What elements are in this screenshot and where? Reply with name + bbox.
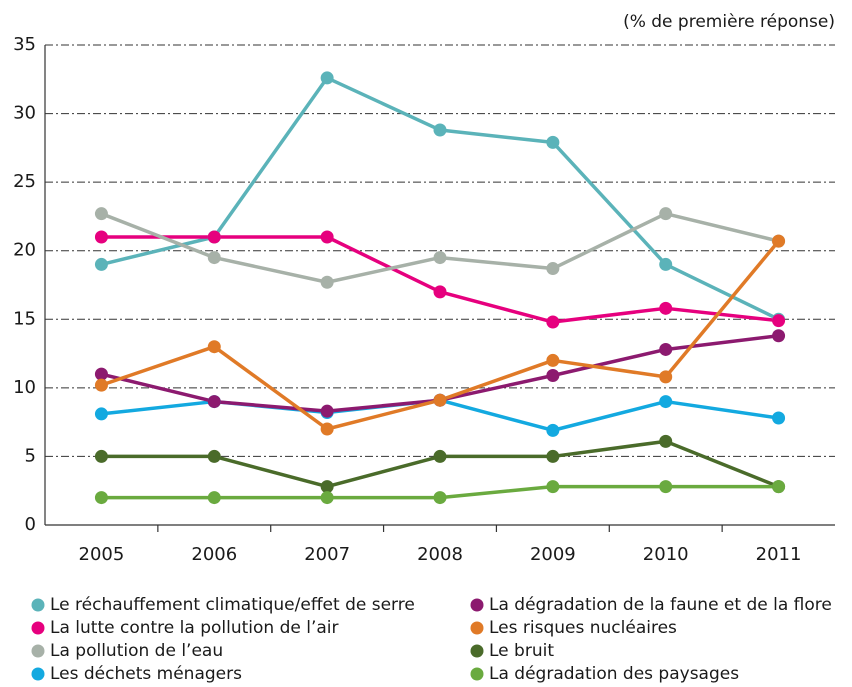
- y-tick-label: 15: [13, 308, 36, 329]
- y-tick-label: 30: [13, 103, 36, 124]
- point: [433, 449, 447, 463]
- point: [659, 207, 673, 221]
- point: [659, 370, 673, 384]
- legend-marker: [31, 667, 45, 681]
- point: [659, 395, 673, 409]
- point: [320, 230, 334, 244]
- series-line: [101, 235, 779, 324]
- point: [94, 230, 108, 244]
- series-line: [101, 439, 780, 489]
- point: [546, 262, 560, 276]
- legend-label: Le réchauffement climatique/effet de ser…: [50, 595, 415, 615]
- point: [207, 251, 221, 265]
- point: [94, 491, 108, 505]
- point: [320, 275, 334, 289]
- legend-label: La dégradation de la faune et de la flor…: [489, 595, 832, 615]
- legend-label: La pollution de l’eau: [50, 641, 223, 661]
- point: [659, 480, 673, 494]
- legend-marker: [470, 621, 484, 635]
- point: [659, 434, 673, 448]
- legend-label: La lutte contre la pollution de l’air: [50, 618, 339, 638]
- point: [772, 480, 786, 494]
- legend-marker: [31, 598, 45, 612]
- y-tick-label: 5: [25, 445, 36, 466]
- point: [207, 340, 221, 354]
- x-tick-label: 2005: [79, 544, 125, 565]
- legend-label: Les déchets ménagers: [50, 664, 242, 684]
- point: [546, 135, 560, 149]
- legend-marker: [470, 644, 484, 658]
- legend-marker: [31, 621, 45, 635]
- point: [320, 491, 334, 505]
- y-tick-label: 20: [13, 240, 36, 261]
- point: [772, 411, 786, 425]
- point: [94, 449, 108, 463]
- point: [433, 393, 447, 407]
- point: [94, 378, 108, 392]
- point: [320, 71, 334, 85]
- point: [94, 407, 108, 421]
- point: [320, 422, 334, 436]
- point: [207, 395, 221, 409]
- point: [320, 404, 334, 418]
- y-tick-label: 35: [13, 34, 36, 55]
- legend-marker: [470, 667, 484, 681]
- series-line: [101, 76, 780, 321]
- point: [546, 369, 560, 383]
- y-tick-label: 0: [25, 514, 36, 535]
- legend-label: Les risques nucléaires: [489, 618, 677, 638]
- point: [659, 301, 673, 315]
- point: [772, 314, 786, 328]
- point: [433, 123, 447, 137]
- x-tick-label: 2011: [756, 544, 802, 565]
- y-tick-label: 10: [13, 377, 36, 398]
- y-tick-label: 25: [13, 171, 36, 192]
- point: [433, 285, 447, 299]
- x-tick-label: 2008: [417, 544, 463, 565]
- point: [659, 257, 673, 271]
- point: [546, 315, 560, 329]
- point: [546, 353, 560, 367]
- legend-label: Le bruit: [489, 641, 554, 661]
- point: [207, 230, 221, 244]
- legend-marker: [470, 598, 484, 612]
- y-axis-label: (% de première réponse): [623, 12, 835, 32]
- point: [433, 491, 447, 505]
- point: [546, 423, 560, 437]
- point: [433, 251, 447, 265]
- point: [546, 449, 560, 463]
- x-tick-label: 2009: [530, 544, 576, 565]
- point: [659, 342, 673, 356]
- point: [94, 257, 108, 271]
- point: [546, 480, 560, 494]
- point: [207, 449, 221, 463]
- legend-label: La dégradation des paysages: [489, 664, 739, 684]
- point: [772, 234, 786, 248]
- point: [772, 329, 786, 343]
- x-tick-label: 2006: [191, 544, 237, 565]
- point: [94, 207, 108, 221]
- x-tick-label: 2010: [643, 544, 689, 565]
- point: [320, 480, 334, 494]
- series-line: [100, 211, 779, 285]
- legend-marker: [31, 644, 45, 658]
- point: [207, 491, 221, 505]
- point: [94, 367, 108, 381]
- x-tick-label: 2007: [304, 544, 350, 565]
